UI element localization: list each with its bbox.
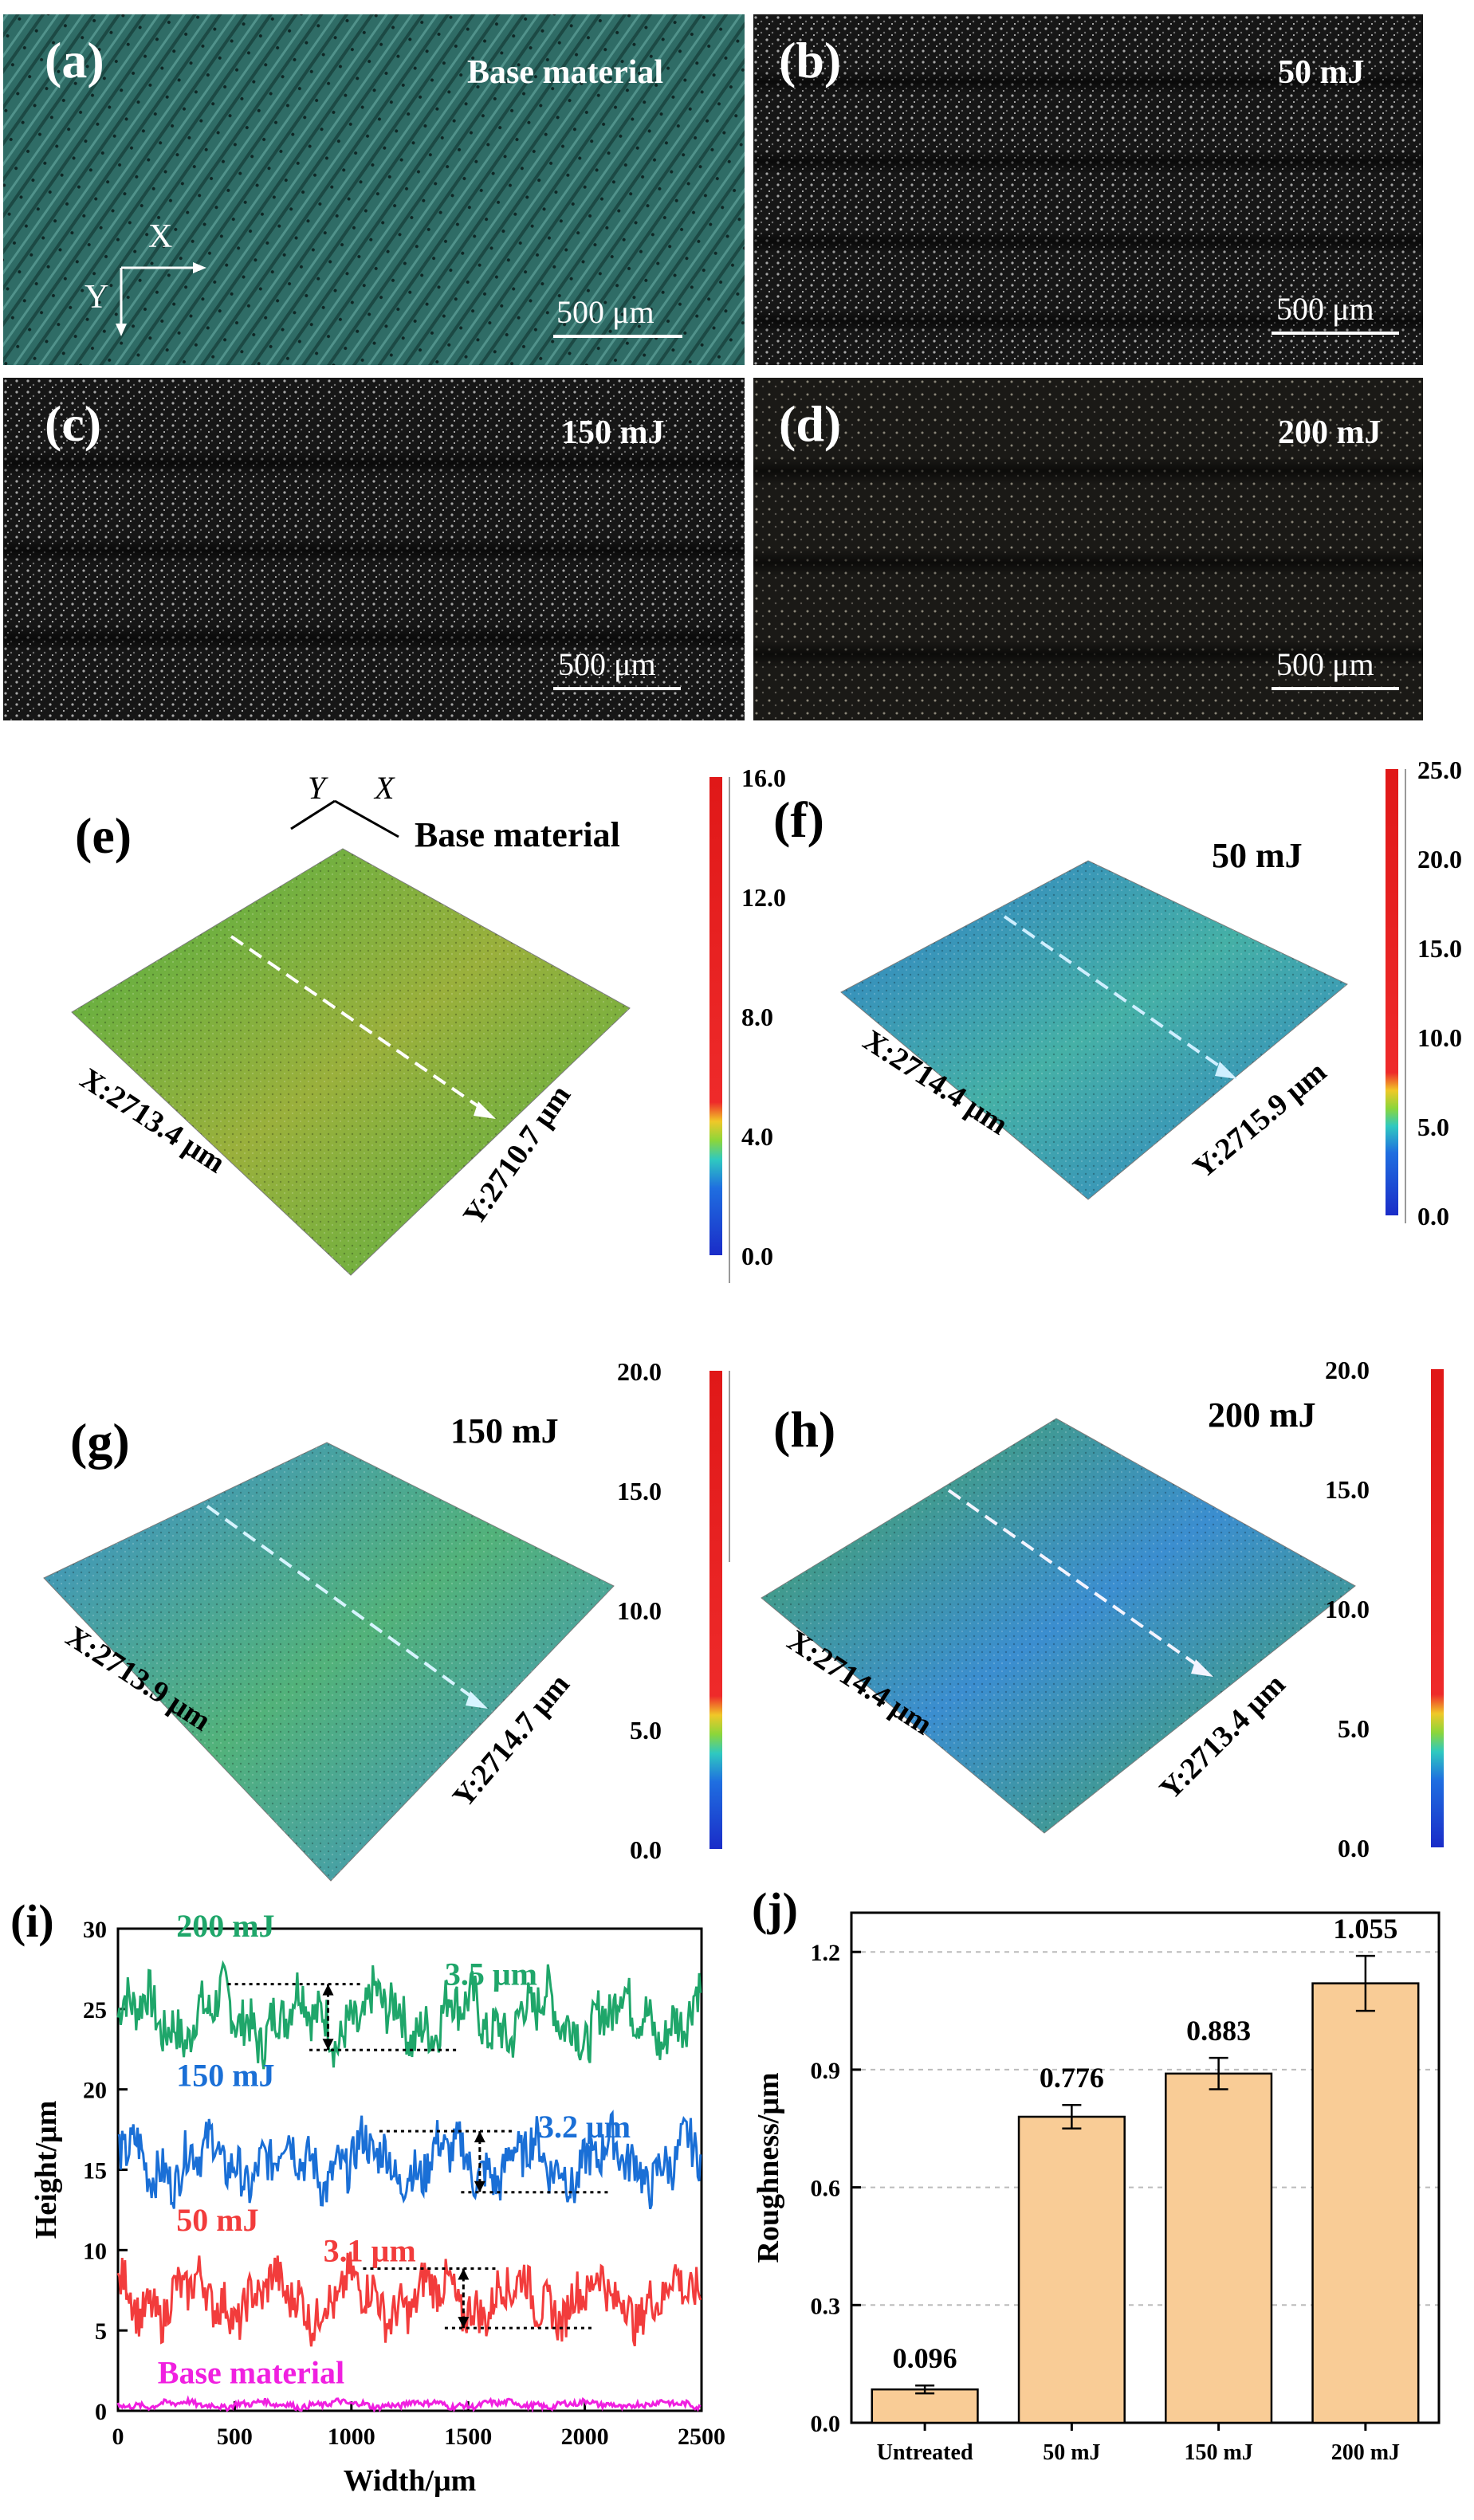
surface-map-h: (h) 200 mJ X:2714.4 μm Y:2713.4 μm 20.01… [761,1356,1444,1863]
micrograph-c-texture [3,378,745,720]
colorbar-tick-label: 12.0 [741,883,786,912]
profile-line [206,1505,480,1703]
scale-bar-label: 500 μm [558,646,656,682]
colorbar-tick-label: 10.0 [617,1596,662,1625]
colorbar-f [1386,769,1398,1215]
colorbar-ticks: 20.0 15.0 10.0 5.0 0.0 [1325,1356,1370,1863]
micrograph-b-texture [753,14,1423,365]
colorbar-tick-label: 5.0 [1338,1714,1370,1743]
scale-bar [1272,332,1399,335]
colorbar-tick-label: 5.0 [630,1716,662,1745]
scale-bar [1272,687,1399,690]
micrograph-a: (a) Base material X Y 500 μm [3,14,745,365]
axis-x-label: X [148,218,173,255]
panel-tag: 50 mJ [1212,836,1303,875]
panel-label: (f) [773,791,824,848]
axis-y-label: Y [308,770,328,806]
colorbar-g [709,1371,722,1849]
colorbar-h [1431,1369,1444,1847]
colorbar-tick-label: 0.0 [1338,1834,1370,1863]
colorbar-tick-label: 10.0 [1325,1595,1370,1623]
profile-line [947,1489,1205,1671]
colorbar-tick-label: 5.0 [1417,1113,1449,1141]
colorbar-tick-label: 0.0 [1417,1202,1449,1231]
micrograph-d-texture [753,378,1423,720]
scale-bar-label: 500 μm [1276,646,1374,682]
colorbar-tick-label: 20.0 [1417,845,1462,873]
micrograph-d: (d) 200 mJ 500 μm [753,378,1423,720]
panel-label: (h) [773,1401,835,1458]
colorbar-e [709,777,722,1255]
axis-x-label: X [373,770,395,806]
surface-map-f: (f) 50 mJ X:2714.4 μm Y:2715.9 μm 25.020… [773,756,1462,1231]
scale-bar [553,687,681,690]
colorbar-tick-label: 20.0 [617,1357,662,1386]
panel-label: (b) [779,32,842,88]
colorbar-tick-label: 25.0 [1417,756,1462,784]
colorbar-tick-label: 0.0 [630,1835,662,1864]
colorbar-ticks: 20.0 15.0 10.0 5.0 0.0 [617,1357,662,1864]
colorbar-tick-label: 16.0 [741,763,786,792]
panel-tag: Base material [467,54,664,91]
scale-bar [553,335,682,338]
scale-bar-label: 500 μm [1276,291,1374,327]
scale-bar-label: 500 μm [556,294,654,330]
panel-tag: 150 mJ [561,414,665,451]
axis-y-label: Y [85,279,109,316]
colorbar-ticks: 16.0 12.0 8.0 4.0 0.0 [741,763,786,1270]
panel-label: (d) [779,395,842,452]
colorbar-tick-label: 8.0 [741,1003,773,1031]
panel-label: (e) [75,807,132,864]
panel-tag: 200 mJ [1208,1395,1316,1435]
colorbar-tick-label: 20.0 [1325,1356,1370,1384]
profile-line [230,935,488,1113]
colorbar-tick-label: 15.0 [1417,934,1462,963]
micrograph-b: (b) 50 mJ 500 μm [753,14,1423,365]
colorbar-tick-label: 10.0 [1417,1023,1462,1052]
micrograph-c: (c) 150 mJ 500 μm [3,378,745,720]
colorbar-tick-label: 15.0 [617,1477,662,1505]
micrograph-a-texture [3,14,745,365]
panel-label: (a) [45,32,104,88]
panel-tag: 150 mJ [450,1411,559,1450]
colorbar-tick-label: 0.0 [741,1242,773,1270]
panel-tag: Base material [415,815,620,854]
panel-label: (c) [45,395,102,452]
panel-tag: 50 mJ [1278,54,1365,91]
colorbar-tick-label: 4.0 [741,1122,773,1151]
profile-line [1003,915,1229,1074]
colorbar-ticks: 25.0 20.0 15.0 10.0 5.0 0.0 [1417,756,1462,1231]
colorbar-tick-label: 15.0 [1325,1475,1370,1504]
panel-label: (g) [70,1413,130,1470]
surface-map-g: (g) 150 mJ X:2713.9 μm Y:2714.7 μm 20.01… [43,1357,730,1882]
surface-map-e: (e) Base material Y X X:2713.4 μm Y:2710… [71,763,786,1283]
panel-tag: 200 mJ [1278,414,1382,451]
